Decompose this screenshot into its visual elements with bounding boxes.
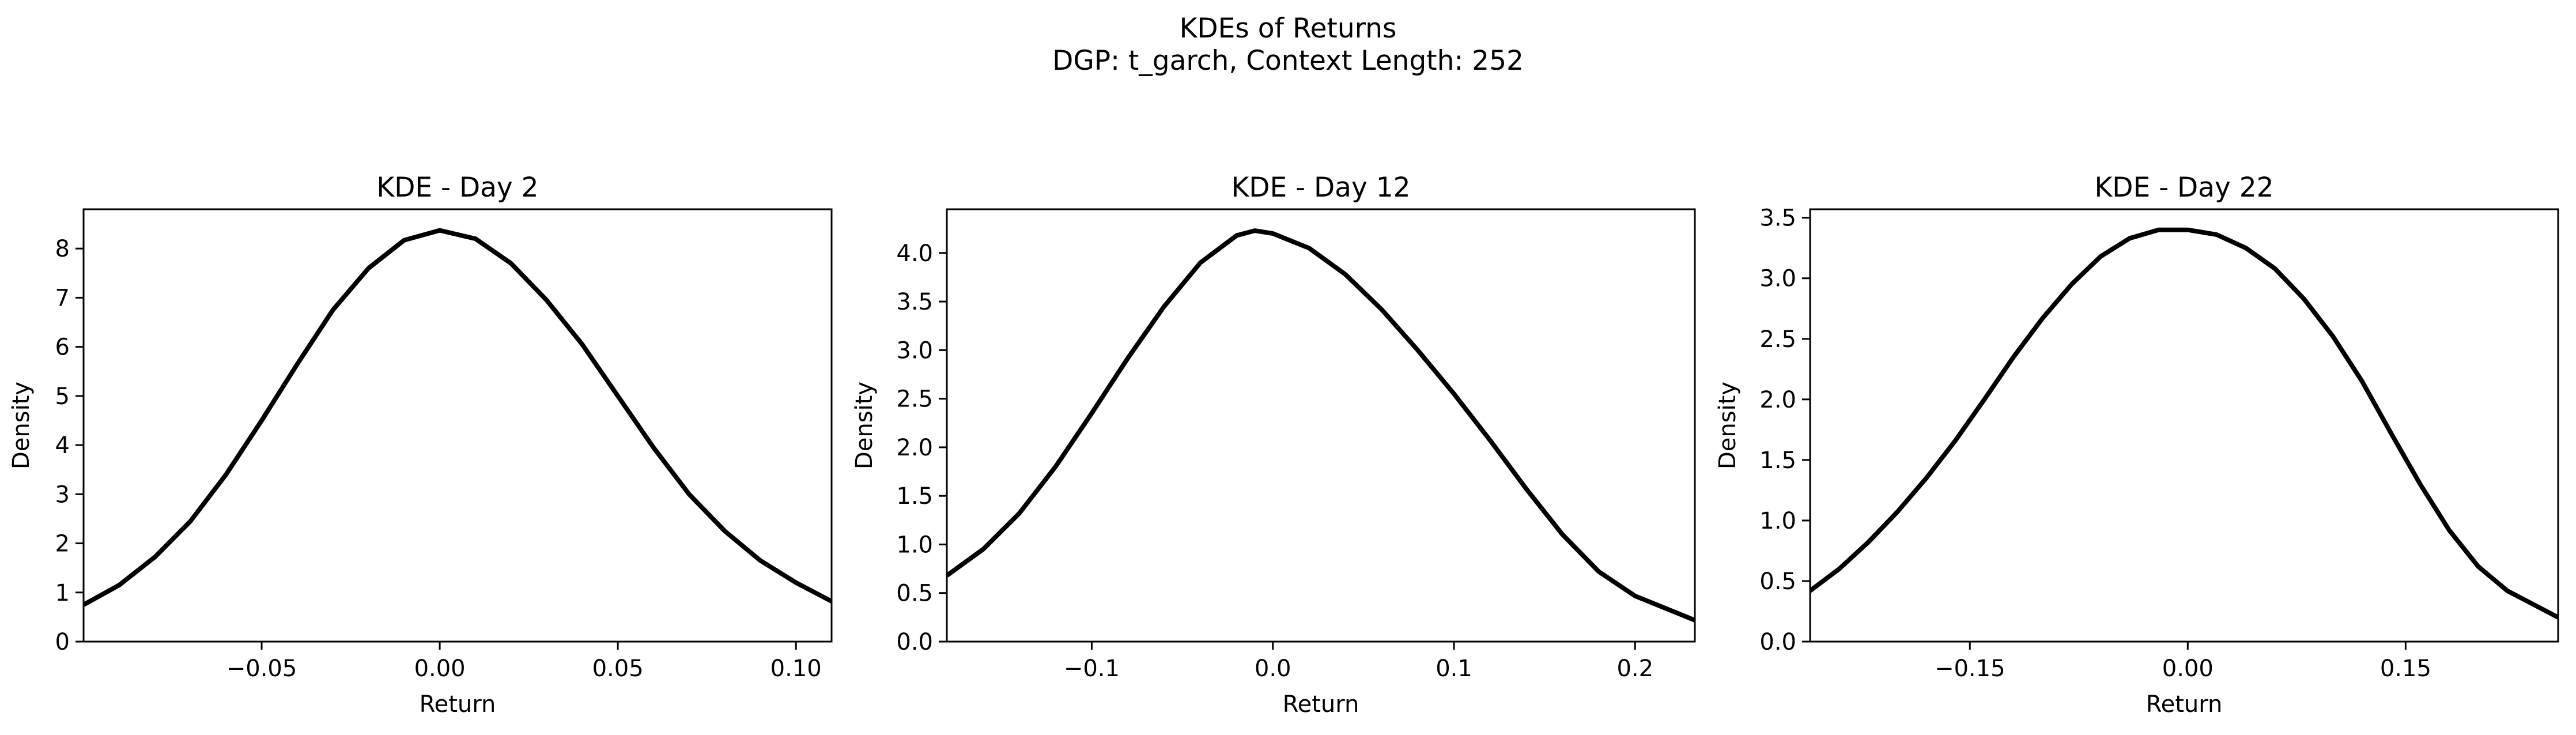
y-tick-label: 7 [55, 285, 70, 311]
y-tick-label: 2 [55, 531, 70, 557]
x-tick-label: −0.05 [226, 655, 297, 682]
y-tick-label: 0.0 [896, 629, 933, 655]
y-tick-label: 0.5 [1759, 568, 1796, 595]
y-tick-label: 5 [55, 383, 70, 410]
x-axis-label: Return [420, 691, 496, 718]
y-tick-label: 3 [55, 481, 70, 508]
y-tick-label: 1.0 [896, 532, 933, 558]
x-tick-label: 0.05 [592, 655, 644, 682]
y-tick-label: 0.5 [896, 581, 933, 607]
plot-frame [82, 208, 833, 643]
y-tick-label: 2.0 [1759, 387, 1796, 413]
y-axis-label: Density [1714, 382, 1741, 469]
y-tick-label: 2.5 [896, 386, 933, 413]
y-tick-label: 1 [55, 580, 70, 606]
x-tick-label: 0.10 [770, 655, 822, 682]
kde-line [1810, 227, 2558, 620]
x-tick-label: 0.00 [414, 655, 466, 682]
plot-frame [946, 208, 1696, 643]
y-tick-label: 1.5 [1759, 447, 1796, 474]
y-tick-label: 6 [55, 334, 70, 361]
y-tick-label: 2.0 [896, 435, 933, 461]
y-tick-label: 3.0 [1759, 266, 1796, 292]
y-tick-label: 3.5 [896, 289, 933, 315]
x-tick-label: 0.2 [1616, 655, 1653, 682]
x-tick-label: 0.15 [2380, 655, 2431, 682]
x-tick-label: −0.1 [1064, 655, 1120, 682]
x-tick-label: 0.0 [1255, 655, 1291, 682]
subplot-2: KDE - Day 12 −0.1 0.0 0.1 0.2 0.0 0.5 1.0 1.5 2.0… [851, 172, 1696, 718]
kde-line [84, 228, 832, 607]
y-tick-label: 8 [55, 236, 70, 262]
y-tick-label: 1.5 [896, 483, 933, 510]
x-axis-label: Return [2146, 691, 2223, 718]
y-tick-label: 3.0 [896, 337, 933, 364]
plot-frame [1809, 208, 2559, 643]
figure-subtitle: DGP: t_garch, Context Length: 252 [1052, 45, 1524, 77]
x-tick-label: −0.15 [1935, 655, 2005, 682]
y-tick-label: 0 [55, 629, 70, 655]
subplot-title: KDE - Day 2 [376, 172, 538, 203]
y-tick-label: 3.5 [1759, 205, 1796, 232]
subplot-3: KDE - Day 22 −0.15 0.00 0.15 0.0 0.5 1.0 1.5 2.0… [1714, 172, 2559, 718]
y-tick-label: 4.0 [896, 240, 933, 267]
y-tick-label: 4 [55, 432, 70, 459]
subplot-1: KDE - Day 2 −0.05 0.00 0.05 0.10 0 1 2 3 4 5 6 7 8 Ret… [8, 172, 833, 718]
x-tick-label: 0.1 [1436, 655, 1472, 682]
x-axis-label: Return [1283, 691, 1359, 718]
y-tick-label: 1.0 [1759, 508, 1796, 534]
y-axis-label: Density [8, 382, 35, 469]
subplot-title: KDE - Day 22 [2094, 172, 2273, 203]
figure-title: KDEs of Returns [1179, 13, 1397, 44]
y-tick-label: 2.5 [1759, 326, 1796, 353]
y-axis-label: Density [851, 382, 878, 469]
kde-line [947, 228, 1695, 623]
x-tick-label: 0.00 [2162, 655, 2214, 682]
y-tick-label: 0.0 [1759, 629, 1796, 655]
subplot-title: KDE - Day 12 [1231, 172, 1410, 203]
